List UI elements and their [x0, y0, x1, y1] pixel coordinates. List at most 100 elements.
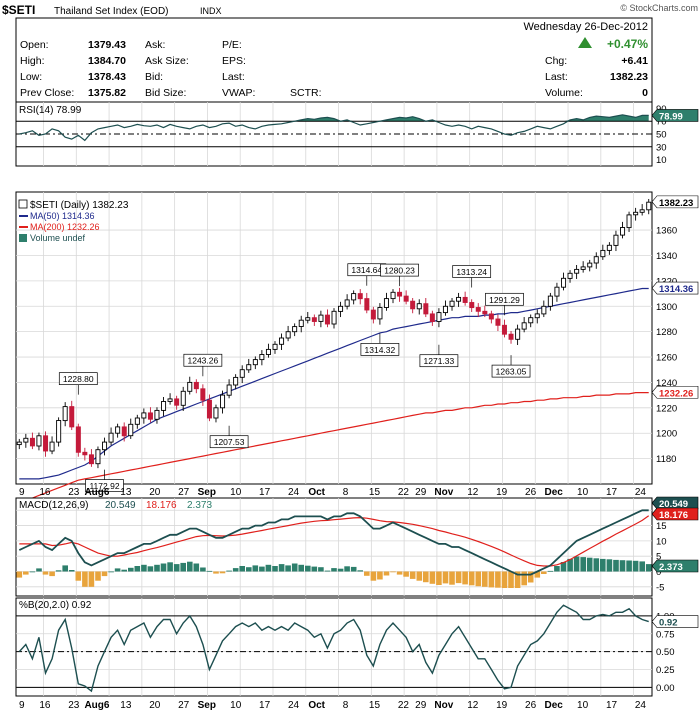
histogram-bar — [160, 563, 167, 572]
histogram-bar — [626, 560, 632, 572]
candle-body — [141, 412, 147, 419]
annotation-box — [491, 364, 531, 378]
price-x-tick: 8 — [343, 487, 349, 498]
candle-body — [69, 406, 75, 428]
header-mid2-label: Last: — [222, 71, 245, 83]
histogram-bar — [495, 571, 501, 588]
annotation-box — [485, 292, 524, 306]
value-tag-text: 78.99 — [659, 111, 683, 122]
histogram-bar — [226, 570, 232, 572]
header-field-label: Open: — [20, 39, 49, 51]
legend-ma50: MA(50) 1314.36 — [30, 211, 95, 221]
value-tag-bg — [651, 109, 699, 122]
histogram-bar — [586, 557, 593, 572]
rsi-value-tag: 78.99 — [651, 109, 699, 122]
price-x-tick: 13 — [120, 487, 132, 498]
candle-body — [82, 451, 88, 456]
price-x-tick: Oct — [308, 487, 325, 498]
candle-body — [62, 406, 68, 422]
histogram-bar — [606, 559, 613, 572]
annotation-text: 1280.23 — [384, 266, 415, 276]
up-arrow-icon — [578, 37, 592, 48]
annotation-box — [452, 265, 492, 278]
ma200-line — [19, 392, 649, 504]
histogram-bar — [468, 571, 475, 586]
histogram-bar — [318, 567, 324, 572]
candle-body — [462, 296, 468, 303]
candle-body — [528, 317, 534, 324]
candle-body — [410, 300, 416, 310]
histogram-bar — [521, 571, 527, 586]
candle-body — [403, 295, 409, 302]
histogram-bar — [16, 571, 23, 578]
price-x-tick: 17 — [259, 487, 271, 498]
annotation-box — [419, 354, 459, 368]
value-tag-text: 1314.36 — [659, 284, 693, 295]
price-x-tick: Dec — [545, 487, 564, 498]
candle-body — [285, 331, 291, 339]
histogram-bar — [167, 562, 173, 572]
candle-body — [508, 333, 514, 340]
candle-body — [75, 426, 81, 453]
pctb-x-tick: 29 — [415, 700, 427, 711]
price-x-tick: 24 — [288, 487, 300, 498]
histogram-bar — [285, 565, 291, 572]
signal-value-tag: 18.176 — [651, 507, 699, 521]
index-name: Thailand Set Index (EOD) — [54, 6, 169, 17]
histogram-bar — [187, 561, 193, 572]
histogram-bar — [501, 571, 508, 588]
candle-body — [357, 293, 363, 300]
candle-body — [318, 314, 324, 322]
price-annotation: 1228.80 — [58, 372, 98, 395]
y-tick-label: 1180 — [656, 454, 676, 465]
pctb-x-tick: 16 — [39, 700, 51, 711]
header-mid-label: Ask: — [145, 39, 165, 51]
y-tick-label: 0.75 — [656, 629, 675, 640]
macd-histogram — [16, 556, 652, 588]
price-x-tick: 23 — [68, 487, 80, 498]
pctb-x-tick: 9 — [19, 700, 25, 711]
pctb-title: %B(20,2.0) 0.92 — [19, 600, 92, 611]
candle-body — [147, 412, 153, 420]
histogram-bar — [101, 571, 108, 577]
y-tick-label: 1220 — [656, 403, 677, 414]
candle-body — [298, 319, 304, 327]
histogram-bar — [206, 570, 213, 572]
value-tag-text: 2.373 — [659, 562, 683, 573]
candle-body — [311, 317, 317, 322]
value-tag-text: 18.176 — [659, 510, 688, 521]
price-x-tick: Nov — [434, 487, 453, 498]
histogram-bar — [239, 566, 245, 572]
candle-body — [265, 348, 271, 355]
price-x-tick: Sep — [198, 487, 216, 498]
candle-body — [220, 394, 226, 409]
histogram-bar — [370, 571, 377, 581]
candle-body — [600, 249, 606, 258]
annotation-text: 1207.53 — [214, 437, 245, 447]
ma50-value-tag: 1314.36 — [651, 281, 699, 295]
pctb-x-tick: 22 — [398, 700, 410, 711]
annotation-box — [58, 372, 98, 386]
pctb-x-tick: 17 — [259, 700, 271, 711]
histogram-bar — [272, 566, 278, 572]
header-mid2-label: VWAP: — [222, 87, 255, 99]
histogram-bar — [632, 560, 639, 572]
y-tick-label: 1300 — [656, 302, 677, 313]
histogram-bar — [219, 571, 226, 574]
candle-body — [534, 313, 540, 319]
histogram-bar — [213, 571, 219, 574]
candle-body — [390, 291, 396, 300]
legend-ma200: MA(200) 1232.26 — [30, 222, 100, 232]
legend-volume-swatch — [19, 234, 27, 242]
y-tick-label: 1360 — [656, 226, 677, 237]
histogram-bar — [265, 564, 272, 572]
header-field-value: 1375.82 — [88, 87, 126, 99]
header-mid-label: Bid Size: — [145, 87, 186, 99]
histogram-bar — [449, 571, 455, 585]
rsi-y-tick: 10 — [656, 155, 667, 166]
candle-body — [272, 343, 278, 350]
candle-body — [56, 420, 62, 443]
annotation-text: 1313.24 — [456, 267, 487, 277]
annotation-box — [360, 343, 400, 356]
